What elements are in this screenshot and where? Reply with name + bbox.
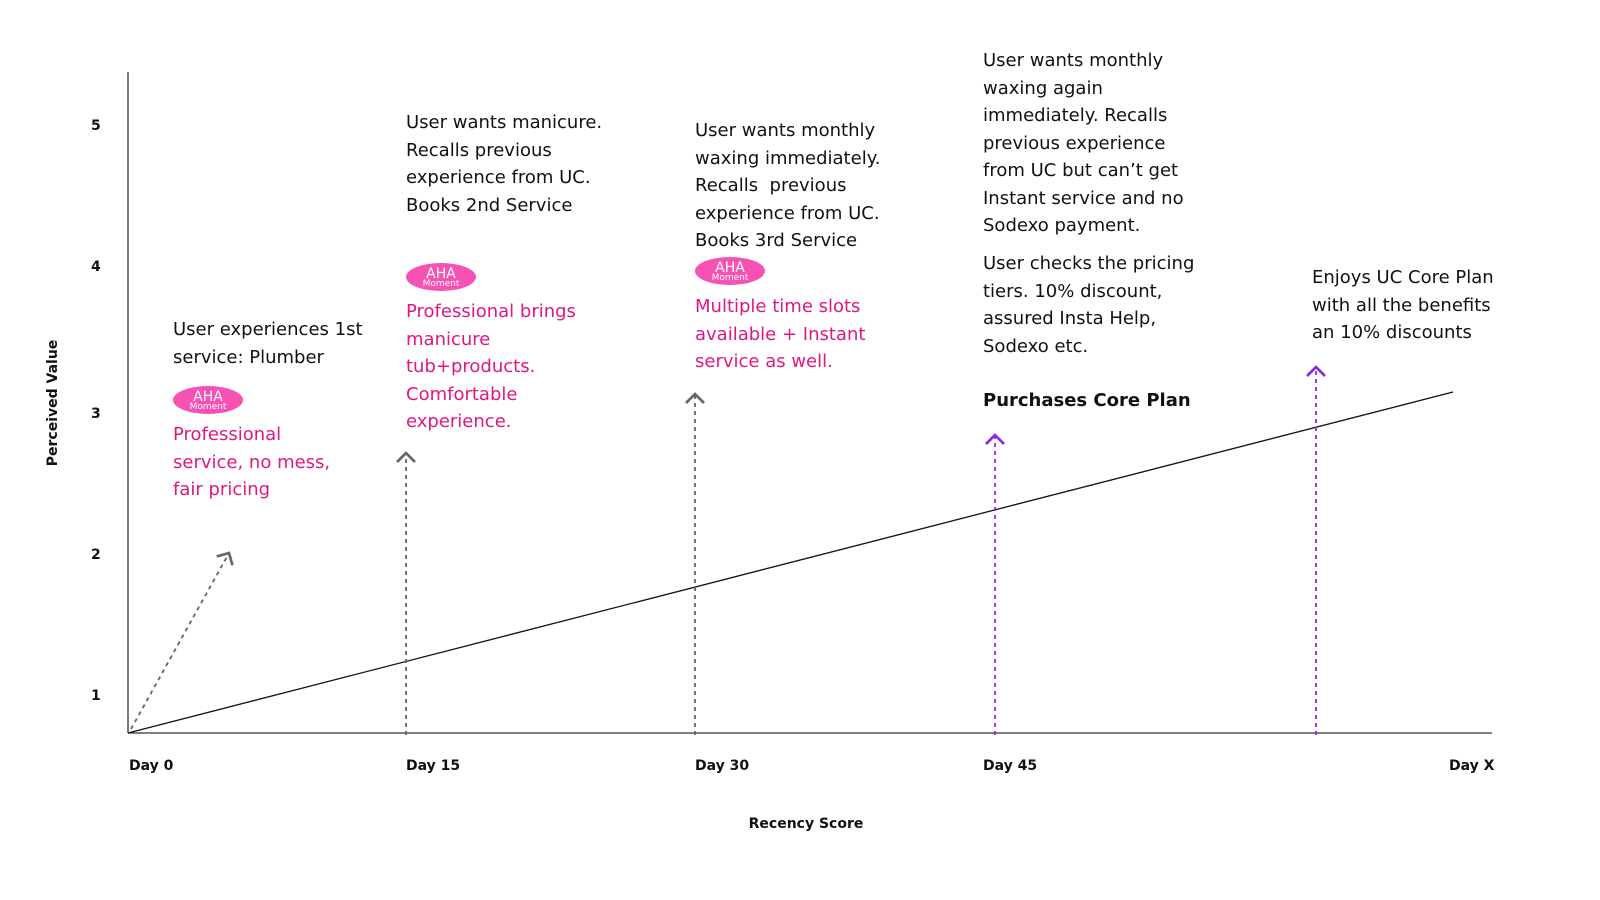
arrow [130, 551, 234, 730]
badge-shape [406, 263, 476, 291]
badge-text: Moment [423, 279, 460, 289]
badge-shape [173, 386, 243, 414]
y-axis-label: Perceived Value [45, 340, 61, 467]
x-tick-label: Day 30 [695, 758, 750, 774]
event-text: Enjoys UC Core Plan with all the benefit… [1312, 267, 1500, 343]
event-highlight: Professional brings manicure tub+product… [406, 301, 582, 432]
value-line [127, 391, 1454, 734]
y-tick-label: 2 [91, 547, 101, 563]
x-tick-label: Day 15 [406, 758, 461, 774]
badge-shape [695, 257, 765, 285]
x-tick-label: Day X [1449, 758, 1495, 774]
x-axis-label: Recency Score [749, 816, 864, 832]
event-action: Purchases Core Plan [983, 390, 1191, 411]
x-tick-label: Day 45 [983, 758, 1038, 774]
y-tick-label: 4 [91, 259, 101, 275]
badge-text: AHA [715, 260, 745, 276]
x-tick-label: Day 0 [129, 758, 174, 774]
badge-text: AHA [426, 266, 456, 282]
event-highlight: Professional service, no mess, fair pric… [173, 424, 336, 500]
event-note: User checks the pricing tiers. 10% disco… [983, 253, 1201, 357]
y-tick-label: 3 [91, 406, 101, 422]
badge-text: AHA [193, 389, 223, 405]
event-text: User wants monthly waxing immediately. R… [695, 120, 887, 251]
event-highlight: Multiple time slots available + Instant … [695, 296, 872, 372]
event-text: User wants manicure. Recalls previous ex… [406, 112, 608, 216]
badge-text: Moment [712, 273, 749, 283]
badge-text: Moment [190, 402, 227, 412]
event-text: User experiences 1st service: Plumber [173, 319, 369, 368]
y-tick-label: 1 [91, 688, 101, 704]
event-text: User wants monthly waxing again immediat… [983, 50, 1190, 236]
y-tick-label: 5 [91, 118, 101, 134]
